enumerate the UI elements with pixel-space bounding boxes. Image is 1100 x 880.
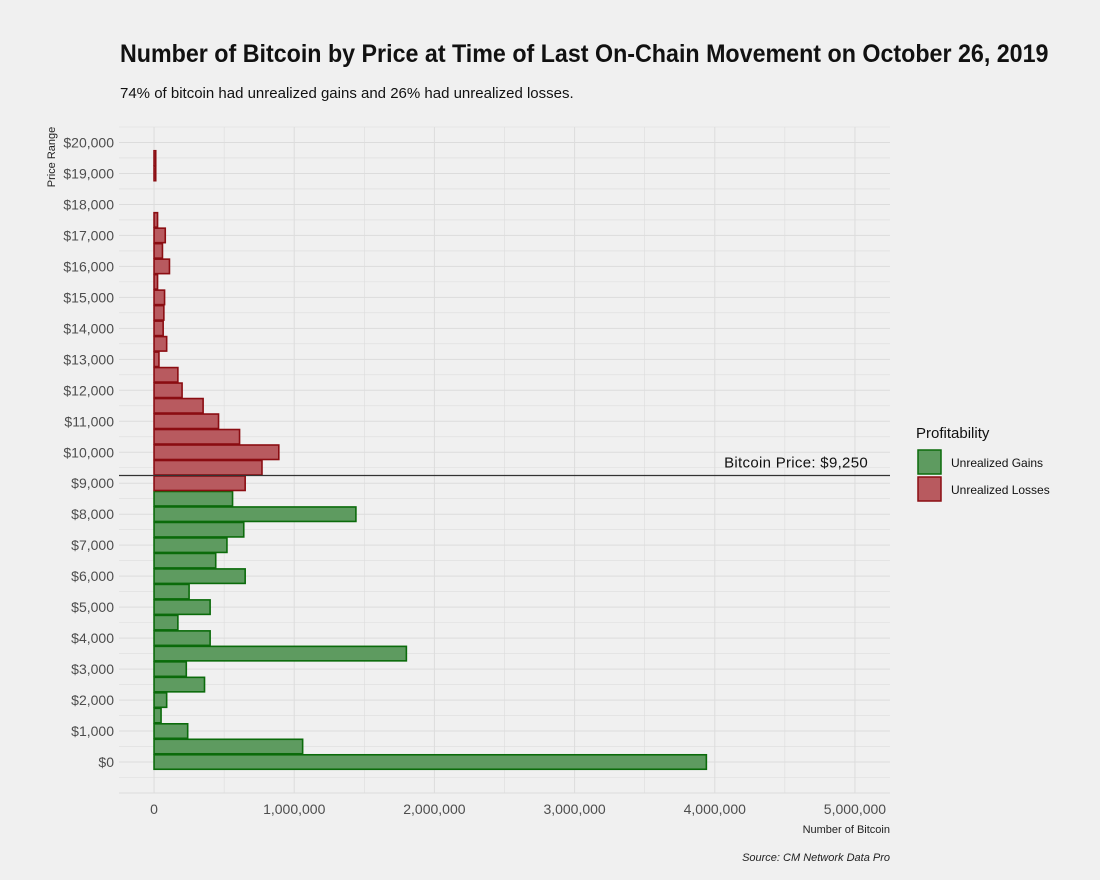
y-tick-label: $20,000: [63, 134, 114, 150]
y-tick-label: $16,000: [63, 258, 114, 274]
bar-gains-7500: [153, 521, 245, 538]
bar-gains-5000: [153, 599, 211, 616]
y-tick-label: $5,000: [71, 599, 114, 615]
bar-gains-0: [153, 753, 708, 771]
bar-losses-12000: [153, 382, 183, 399]
bar-gains-6500: [153, 552, 217, 569]
bar-gains-500: [153, 738, 304, 755]
legend-label-losses: Unrealized Losses: [951, 483, 1050, 497]
x-tick-label: 1,000,000: [263, 801, 325, 817]
y-tick-label: $0: [98, 754, 114, 770]
bar-gains-2000: [153, 692, 168, 709]
x-tick-label: 4,000,000: [684, 801, 746, 817]
bar-losses-15000: [153, 289, 166, 306]
bar-losses-15500: [153, 273, 159, 290]
reference-line-group: Bitcoin Price: $9,250: [119, 454, 890, 477]
bar-losses-11500: [153, 397, 204, 414]
y-tick-label: $15,000: [63, 289, 114, 305]
bar-gains-6000: [153, 568, 246, 585]
y-tick-label: $11,000: [64, 413, 114, 429]
bar-gains-8500: [153, 490, 234, 507]
y-tick-label: $13,000: [63, 351, 114, 367]
y-tick-label: $3,000: [71, 661, 114, 677]
bar-losses-12500: [153, 366, 179, 383]
bar-gains-5500: [153, 583, 190, 600]
bar-losses-14000: [153, 320, 164, 337]
y-tick-label: $12,000: [63, 382, 114, 398]
bar-gains-3500: [153, 645, 408, 662]
y-tick-label: $9,000: [71, 475, 114, 491]
source-note: Source: CM Network Data Pro: [742, 852, 890, 864]
bar-losses-16000: [153, 258, 171, 275]
bar-losses-10500: [153, 428, 241, 445]
bar-losses-9500: [153, 459, 263, 476]
y-tick-label: $6,000: [71, 568, 114, 584]
y-tick-label: $14,000: [63, 320, 114, 336]
legend-key-gains: [917, 449, 942, 475]
legend-label-gains: Unrealized Gains: [951, 456, 1043, 470]
bar-losses-14500: [153, 304, 165, 321]
y-tick-label: $8,000: [71, 506, 114, 522]
legend: Profitability Unrealized Gains Unrealize…: [916, 425, 1050, 502]
bar-gains-4500: [153, 614, 179, 631]
y-tick-label: $18,000: [63, 196, 114, 212]
y-tick-label: $7,000: [71, 537, 114, 553]
bar-losses-19000: [153, 165, 157, 182]
bar-losses-19500: [153, 149, 157, 167]
y-tick-label: $1,000: [71, 723, 114, 739]
x-tick-label: 2,000,000: [403, 801, 465, 817]
bar-losses-10000: [153, 444, 280, 461]
x-tick-label: 3,000,000: [543, 801, 605, 817]
bar-gains-2500: [153, 676, 206, 693]
bars: [153, 149, 708, 771]
bar-losses-17500: [153, 211, 159, 228]
y-tick-label: $17,000: [63, 227, 114, 243]
bar-gains-1000: [153, 723, 189, 740]
bar-losses-16500: [153, 242, 164, 259]
bar-gains-4000: [153, 630, 211, 647]
chart-subtitle: 74% of bitcoin had unrealized gains and …: [120, 85, 574, 102]
bar-gains-3000: [153, 661, 188, 678]
x-tick-label: 5,000,000: [824, 801, 886, 817]
y-tick-label: $10,000: [63, 444, 114, 460]
y-axis-title: Price Range: [46, 127, 58, 188]
legend-key-losses: [917, 476, 942, 502]
chart-title: Number of Bitcoin by Price at Time of La…: [120, 40, 1049, 68]
bar-losses-17000: [153, 227, 167, 244]
bar-losses-9000: [153, 475, 246, 492]
bitcoin-price-label: Bitcoin Price: $9,250: [724, 454, 868, 471]
y-tick-label: $19,000: [63, 165, 114, 181]
x-axis-title: Number of Bitcoin: [803, 824, 890, 836]
bar-losses-13500: [153, 335, 168, 352]
x-axis-ticks: 0 1,000,000 2,000,000 3,000,000 4,000,000 5,0…: [150, 801, 886, 817]
bar-losses-11000: [153, 413, 220, 430]
bar-losses-13000: [153, 351, 160, 368]
bar-gains-7000: [153, 537, 228, 554]
bar-gains-1500: [153, 707, 162, 724]
legend-title: Profitability: [916, 425, 990, 442]
y-tick-label: $4,000: [71, 630, 114, 646]
y-tick-label: $2,000: [71, 692, 114, 708]
y-axis-ticks: $0 $1,000 $2,000 $3,000 $4,000 $5,000 $6,000 $7…: [63, 134, 114, 770]
x-tick-label: 0: [150, 801, 158, 817]
bar-gains-8000: [153, 506, 357, 523]
